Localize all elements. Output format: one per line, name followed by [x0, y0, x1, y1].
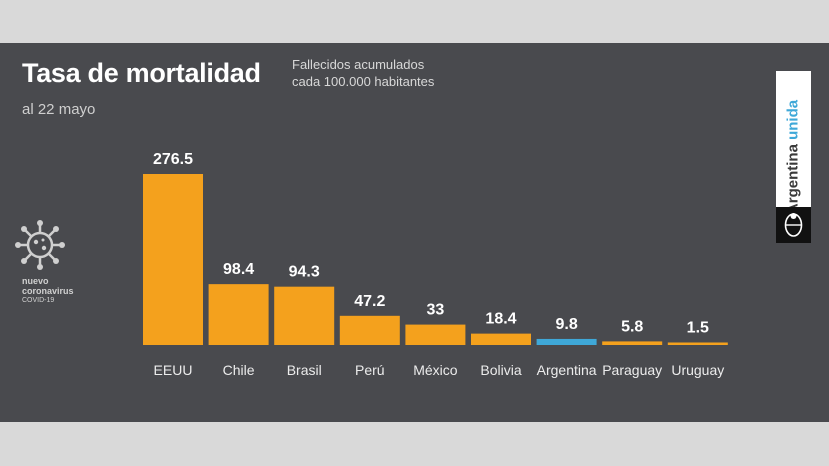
- category-labels-group: EEUU Chile Brasil Perú México Bolivia Argentin…: [154, 362, 725, 378]
- value-label: 1.5: [687, 320, 709, 337]
- value-label: 9.8: [555, 316, 577, 333]
- category-label: Paraguay: [602, 362, 662, 378]
- bar-perú: [340, 316, 400, 345]
- bar-chile: [209, 284, 269, 345]
- value-label: 94.3: [289, 264, 320, 281]
- value-label: 5.8: [621, 318, 643, 335]
- category-label: Argentina: [537, 362, 597, 378]
- bar-paraguay: [602, 341, 662, 345]
- bar-méxico: [405, 325, 465, 345]
- bar-bolivia: [471, 334, 531, 345]
- bar-uruguay: [668, 343, 728, 346]
- category-label: EEUU: [154, 362, 193, 378]
- value-label: 276.5: [153, 151, 193, 168]
- bar-chart: 276.5 98.4 94.3 47.2 33 18.4 9.8 5.8 1.5 EEUU Chi…: [0, 43, 829, 422]
- category-label: Bolivia: [480, 362, 521, 378]
- value-label: 33: [427, 302, 445, 319]
- bar-brasil: [274, 287, 334, 345]
- value-label: 18.4: [485, 311, 516, 328]
- category-label: Brasil: [287, 362, 322, 378]
- bar-eeuu: [143, 174, 203, 345]
- bar-argentina: [537, 339, 597, 345]
- category-label: México: [413, 362, 458, 378]
- category-label: Uruguay: [671, 362, 724, 378]
- value-label: 98.4: [223, 261, 254, 278]
- category-label: Perú: [355, 362, 385, 378]
- category-label: Chile: [223, 362, 255, 378]
- value-label: 47.2: [354, 293, 385, 310]
